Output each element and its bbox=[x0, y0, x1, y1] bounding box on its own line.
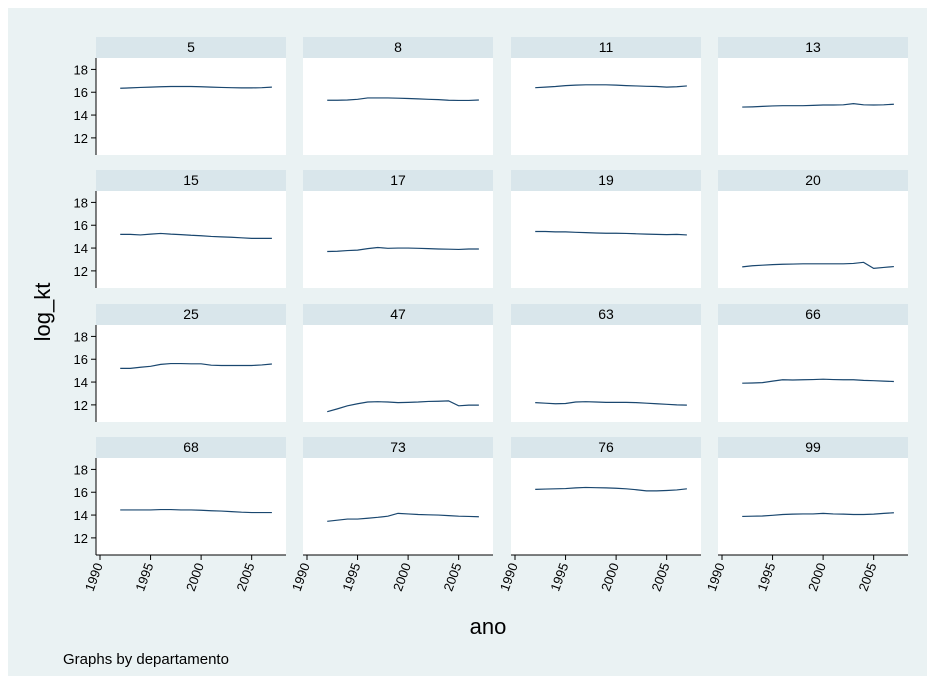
series-line-99 bbox=[742, 512, 894, 518]
panel-17: 17 bbox=[303, 170, 493, 288]
panel-15: 15 12 14 16 18 bbox=[74, 170, 286, 288]
panel-strip bbox=[96, 37, 286, 58]
y-tick-label: 16 bbox=[74, 352, 88, 367]
panel-strip bbox=[303, 437, 493, 458]
series-line-66 bbox=[742, 378, 894, 384]
series-line-19 bbox=[535, 230, 687, 236]
series-line-5 bbox=[120, 85, 272, 89]
panel-plot-area bbox=[96, 325, 286, 422]
series-line-68 bbox=[120, 508, 272, 514]
panel-plot-area bbox=[303, 458, 493, 555]
panel-20: 20 bbox=[718, 170, 908, 288]
panel-25: 25 12 14 16 18 bbox=[74, 304, 286, 422]
panel-strip bbox=[511, 170, 701, 191]
series-line-25 bbox=[120, 362, 272, 369]
y-tick-label: 18 bbox=[74, 195, 88, 210]
panel-title: 19 bbox=[598, 172, 614, 188]
panel-title: 5 bbox=[187, 39, 195, 55]
panel-strip bbox=[718, 37, 908, 58]
panel-plot-area bbox=[718, 325, 908, 422]
y-tick-label: 18 bbox=[74, 329, 88, 344]
panel-strip bbox=[96, 304, 286, 325]
y-tick-label: 18 bbox=[74, 62, 88, 77]
panel-title: 76 bbox=[598, 439, 614, 455]
panel-63: 63 bbox=[511, 304, 701, 422]
panel-plot-area bbox=[96, 191, 286, 288]
y-tick-label: 16 bbox=[74, 218, 88, 233]
panel-title: 73 bbox=[390, 439, 406, 455]
panel-plot-area bbox=[303, 325, 493, 422]
panel-plot-area bbox=[511, 191, 701, 288]
y-tick-label: 12 bbox=[74, 264, 88, 279]
panel-strip bbox=[303, 304, 493, 325]
panel-title: 63 bbox=[598, 306, 614, 322]
panel-19: 19 bbox=[511, 170, 701, 288]
panel-title: 15 bbox=[183, 172, 199, 188]
panel-title: 25 bbox=[183, 306, 199, 322]
panel-title: 11 bbox=[599, 39, 614, 55]
series-line-13 bbox=[742, 103, 894, 108]
panel-strip bbox=[511, 304, 701, 325]
panel-5: 5 12 14 16 18 bbox=[74, 37, 286, 155]
panel-plot-area bbox=[96, 458, 286, 555]
panel-8: 8 bbox=[303, 37, 493, 155]
panel-strip bbox=[96, 170, 286, 191]
panel-title: 47 bbox=[390, 306, 406, 322]
series-line-73 bbox=[327, 512, 479, 522]
series-line-47 bbox=[327, 400, 479, 413]
panel-strip bbox=[718, 170, 908, 191]
series-line-11 bbox=[535, 84, 687, 89]
panel-plot-area bbox=[511, 58, 701, 155]
panel-strip bbox=[718, 304, 908, 325]
panel-title: 20 bbox=[805, 172, 821, 188]
panel-strip bbox=[303, 170, 493, 191]
panel-66: 66 bbox=[718, 304, 908, 422]
panel-strip bbox=[96, 437, 286, 458]
panel-strip bbox=[511, 37, 701, 58]
panel-plot-area bbox=[511, 458, 701, 555]
panel-title: 8 bbox=[394, 39, 402, 55]
y-tick-label: 14 bbox=[74, 375, 88, 390]
y-tick-label: 16 bbox=[74, 85, 88, 100]
panel-plot-area bbox=[96, 58, 286, 155]
series-line-8 bbox=[327, 97, 479, 102]
series-line-15 bbox=[120, 232, 272, 239]
y-tick-label: 14 bbox=[74, 508, 88, 523]
y-tick-label: 12 bbox=[74, 131, 88, 146]
panel-11: 11 bbox=[511, 37, 701, 155]
panel-strip bbox=[303, 37, 493, 58]
panel-strip bbox=[511, 437, 701, 458]
panel-plot-area bbox=[303, 58, 493, 155]
panel-title: 66 bbox=[805, 306, 821, 322]
panel-plot-area bbox=[718, 191, 908, 288]
graph-note: Graphs by departamento bbox=[63, 651, 229, 668]
y-tick-label: 18 bbox=[74, 462, 88, 477]
panel-title: 17 bbox=[390, 172, 406, 188]
y-axis-label: log_kt bbox=[30, 283, 55, 342]
series-line-20 bbox=[742, 261, 894, 269]
panel-plot-area bbox=[303, 191, 493, 288]
x-axis-label: ano bbox=[470, 614, 507, 639]
panel-plot-area bbox=[718, 458, 908, 555]
y-tick-label: 12 bbox=[74, 531, 88, 546]
panel-title: 99 bbox=[805, 439, 821, 455]
panel-title: 68 bbox=[183, 439, 199, 455]
y-tick-label: 16 bbox=[74, 485, 88, 500]
y-tick-label: 14 bbox=[74, 241, 88, 256]
y-tick-label: 14 bbox=[74, 108, 88, 123]
panel-title: 13 bbox=[805, 39, 821, 55]
panel-strip bbox=[718, 437, 908, 458]
panel-47: 47 bbox=[303, 304, 493, 422]
series-line-76 bbox=[535, 486, 687, 492]
panel-plot-area bbox=[511, 325, 701, 422]
panel-13: 13 bbox=[718, 37, 908, 155]
series-line-63 bbox=[535, 401, 687, 406]
series-line-17 bbox=[327, 246, 479, 253]
y-tick-label: 12 bbox=[74, 398, 88, 413]
